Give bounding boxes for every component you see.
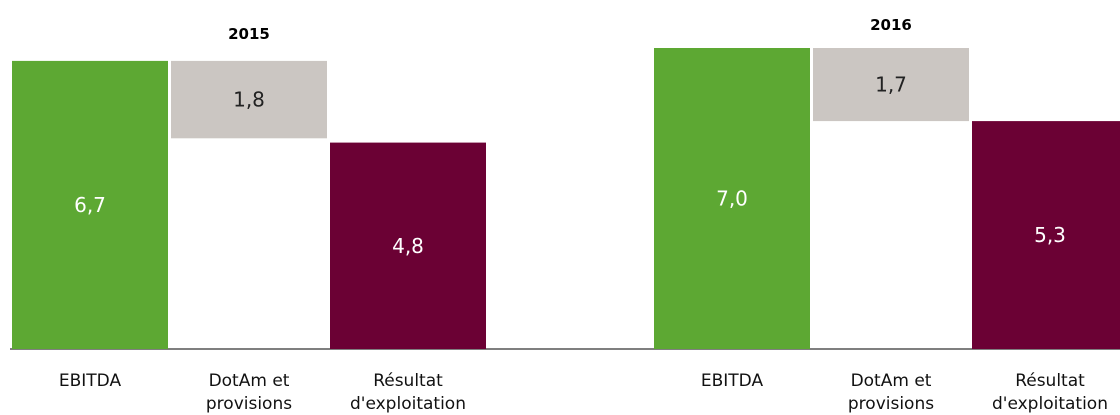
category-label-line-resultat-exploitation-2016: d'exploitation: [992, 394, 1108, 414]
category-label-line-dotam-provisions-2015: DotAm et: [209, 371, 290, 391]
category-label-line-resultat-exploitation-2016: Résultat: [1015, 371, 1085, 391]
category-label-line-ebitda-2015: EBITDA: [59, 371, 122, 391]
data-label-ebitda-2016: 7,0: [716, 187, 748, 211]
data-label-ebitda-2015: 6,7: [74, 193, 106, 217]
bar-dotam-provisions-2016: [813, 48, 969, 122]
panel-title-2016: 2016: [870, 16, 912, 34]
category-label-line-dotam-provisions-2016: provisions: [848, 394, 934, 414]
category-label-resultat-exploitation-2015: Résultat d'exploitation: [350, 371, 466, 414]
data-label-resultat-exploitation-2016: 5,3: [1034, 223, 1066, 247]
category-label-line-resultat-exploitation-2015: Résultat: [373, 371, 443, 391]
category-label-dotam-provisions-2015: DotAm et provisions: [206, 371, 292, 414]
data-label-dotam-provisions-2016: 1,7: [875, 73, 907, 97]
category-label-line-dotam-provisions-2015: provisions: [206, 394, 292, 414]
category-label-dotam-provisions-2016: DotAm et provisions: [848, 371, 934, 414]
category-label-line-resultat-exploitation-2015: d'exploitation: [350, 394, 466, 414]
data-label-dotam-provisions-2015: 1,8: [233, 88, 265, 112]
category-label-ebitda-2016: EBITDA: [701, 371, 764, 391]
bar-ebitda-2016: [654, 48, 810, 349]
bar-ebitda-2015: [12, 60, 168, 350]
category-label-line-dotam-provisions-2016: DotAm et: [851, 371, 932, 391]
bar-dotam-provisions-2015: [171, 60, 327, 139]
bar-resultat-exploitation-2015: [330, 142, 486, 349]
category-label-resultat-exploitation-2016: Résultat d'exploitation: [992, 371, 1108, 414]
category-label-ebitda-2015: EBITDA: [59, 371, 122, 391]
category-label-line-ebitda-2016: EBITDA: [701, 371, 764, 391]
data-label-resultat-exploitation-2015: 4,8: [392, 234, 424, 258]
bar-resultat-exploitation-2016: [972, 121, 1120, 349]
panel-title-2015: 2015: [228, 25, 270, 43]
